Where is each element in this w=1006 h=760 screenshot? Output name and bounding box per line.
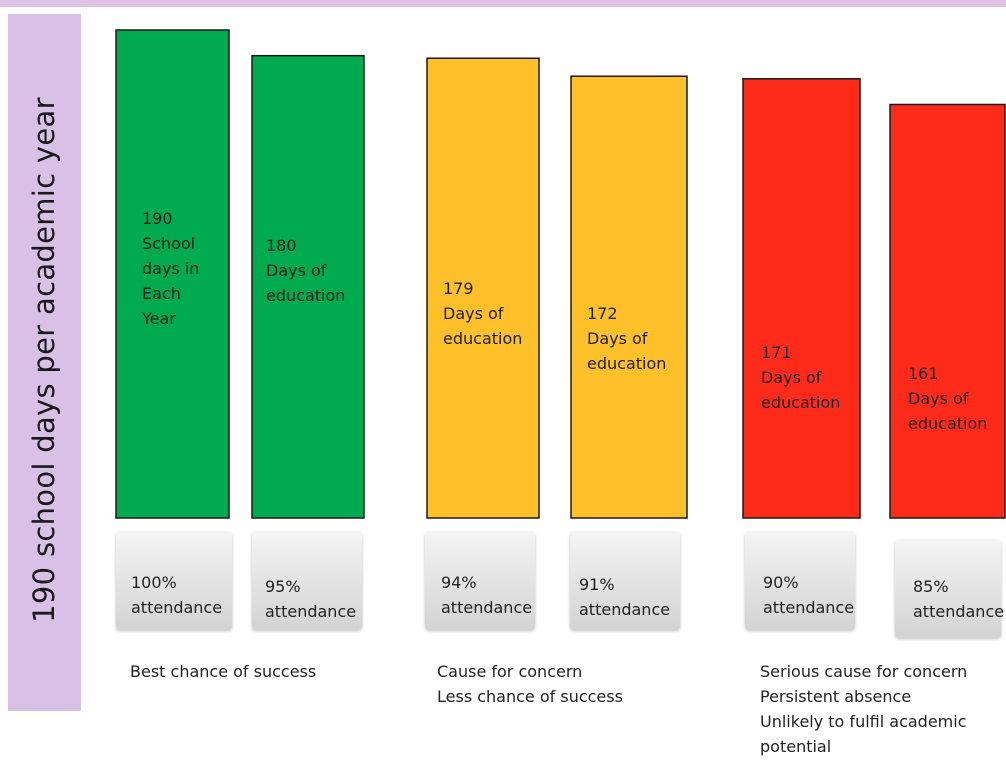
attendance-box-6 [895,540,1001,638]
bar-4 [570,75,688,519]
attendance-label-2: 95% attendance [265,577,357,621]
bar-label-2: 180 Days of education [266,236,346,305]
bar-5 [742,78,861,519]
bar-label-5: 171 Days of education [761,343,841,412]
bar-label-3: 179 Days of education [443,279,523,348]
attendance-label-1: 100% attendance [131,573,223,617]
bar-1 [115,29,230,519]
group-note-serious: Serious cause for concern Persistent abs… [760,662,968,756]
bar-label-6: 161 Days of education [908,364,988,433]
attendance-box-5 [745,532,855,630]
attendance-label-5: 90% attendance [763,573,855,617]
attendance-label-4: 91% attendance [579,575,671,619]
group-note-concern: Cause for concern Less chance of success [437,662,623,706]
bar-2 [251,54,365,519]
attendance-box-3 [425,532,535,630]
bar-3 [426,57,540,519]
bar-label-4: 172 Days of education [587,304,667,373]
attendance-box-1 [116,532,232,630]
attendance-box-4 [570,532,680,630]
attendance-box-2 [252,532,362,630]
attendance-label-3: 94% attendance [441,573,533,617]
group-note-best: Best chance of success [130,662,317,681]
bar-6 [889,103,1006,519]
y-axis-band [8,14,81,711]
attendance-label-6: 85% attendance [913,577,1005,621]
top-decorative-band [0,0,1006,7]
bar-label-1: 190 School days in Each Year [142,209,200,328]
